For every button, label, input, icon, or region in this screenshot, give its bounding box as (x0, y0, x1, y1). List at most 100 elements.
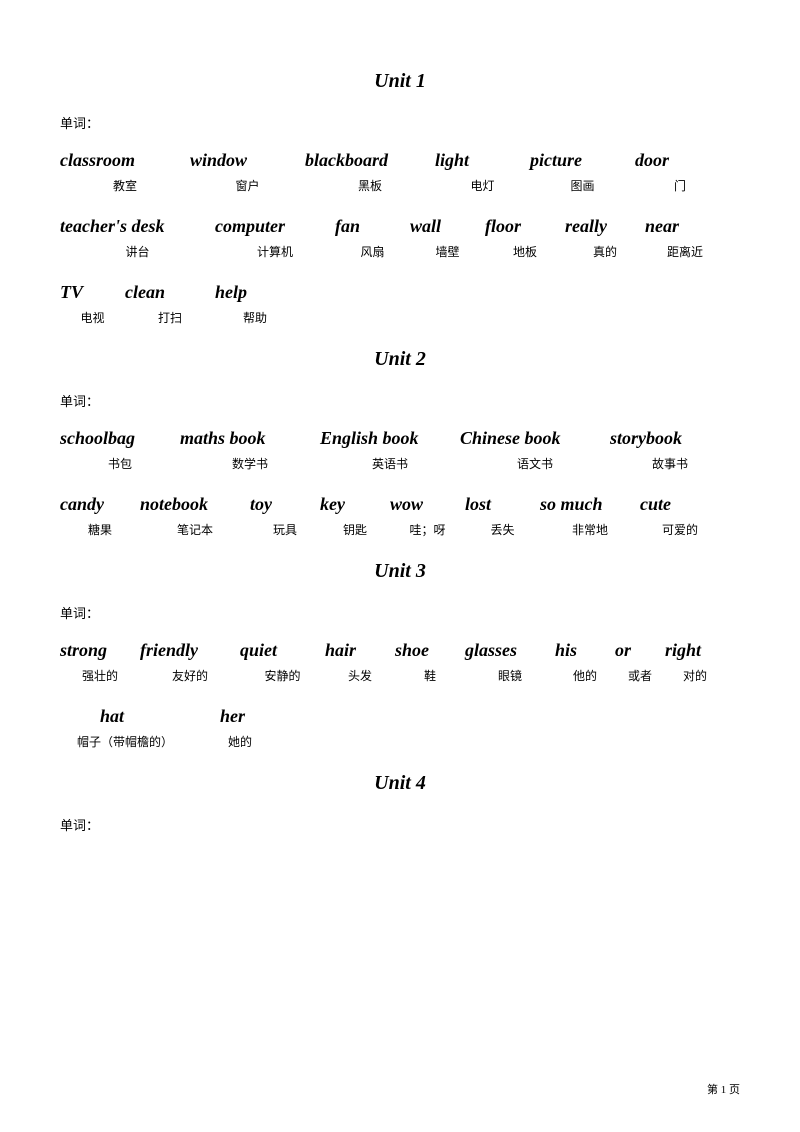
word-row: candynotebooktoykeywowlostso muchcute (60, 494, 740, 515)
vocab-word: TV (60, 282, 125, 303)
vocab-word: toy (250, 494, 320, 515)
vocab-translation: 钥匙 (320, 521, 390, 538)
vocab-translation: 电灯 (435, 177, 530, 194)
vocab-word: glasses (465, 640, 555, 661)
vocab-translation: 丢失 (465, 521, 540, 538)
vocab-word: classroom (60, 150, 190, 171)
vocab-word: friendly (140, 640, 240, 661)
vocab-translation: 教室 (60, 177, 190, 194)
vocab-translation: 窗户 (190, 177, 305, 194)
document-content: Unit 1 单词： classroomwindowblackboardlightp… (60, 70, 740, 834)
word-row: classroomwindowblackboardlightpicturedoo… (60, 150, 740, 171)
vocab-word: hat (60, 706, 190, 727)
vocab-word: blackboard (305, 150, 435, 171)
vocab-word: notebook (140, 494, 250, 515)
vocab-word: teacher's desk (60, 216, 215, 237)
vocab-word: quiet (240, 640, 325, 661)
vocab-word: hair (325, 640, 395, 661)
vocab-word: English book (320, 428, 460, 449)
vocab-word: fan (335, 216, 410, 237)
vocab-word: door (635, 150, 725, 171)
vocab-translation: 电视 (60, 309, 125, 326)
vocab-word: window (190, 150, 305, 171)
word-row: schoolbagmaths bookEnglish bookChinese b… (60, 428, 740, 449)
section-label: 单词： (60, 113, 740, 132)
vocab-translation: 语文书 (460, 455, 610, 472)
word-row: TVcleanhelp (60, 282, 740, 303)
vocab-translation: 距离近 (645, 243, 725, 260)
word-row: teacher's deskcomputerfanwallfloorreally… (60, 216, 740, 237)
vocab-word: strong (60, 640, 140, 661)
vocab-translation: 风扇 (335, 243, 410, 260)
vocab-translation: 计算机 (215, 243, 335, 260)
vocab-translation: 讲台 (60, 243, 215, 260)
translation-row: 讲台计算机风扇墙壁地板真的距离近 (60, 243, 740, 260)
translation-row: 电视打扫帮助 (60, 309, 740, 326)
vocab-translation: 头发 (325, 667, 395, 684)
vocab-word: really (565, 216, 645, 237)
vocab-word: wall (410, 216, 485, 237)
vocab-translation: 安静的 (240, 667, 325, 684)
vocab-translation: 英语书 (320, 455, 460, 472)
vocab-translation: 数学书 (180, 455, 320, 472)
unit-title: Unit 1 (60, 70, 740, 93)
vocab-word: near (645, 216, 725, 237)
vocab-translation: 真的 (565, 243, 645, 260)
vocab-translation: 玩具 (250, 521, 320, 538)
vocab-translation: 笔记本 (140, 521, 250, 538)
word-row: strongfriendlyquiethairshoeglasseshisorr… (60, 640, 740, 661)
section-label: 单词： (60, 391, 740, 410)
vocab-translation: 门 (635, 177, 725, 194)
vocab-translation: 对的 (665, 667, 725, 684)
vocab-translation: 地板 (485, 243, 565, 260)
vocab-word: floor (485, 216, 565, 237)
vocab-word: wow (390, 494, 465, 515)
translation-row: 糖果笔记本玩具钥匙哇；呀丢失非常地可爱的 (60, 521, 740, 538)
section-label: 单词： (60, 603, 740, 622)
vocab-word: Chinese book (460, 428, 610, 449)
vocab-word: so much (540, 494, 640, 515)
unit-title: Unit 3 (60, 560, 740, 583)
vocab-translation: 故事书 (610, 455, 730, 472)
vocab-translation: 友好的 (140, 667, 240, 684)
translation-row: 教室窗户黑板电灯图画门 (60, 177, 740, 194)
vocab-translation: 图画 (530, 177, 635, 194)
vocab-word: key (320, 494, 390, 515)
translation-row: 强壮的友好的安静的头发鞋眼镜他的或者对的 (60, 667, 740, 684)
vocab-translation: 帽子（带帽檐的） (60, 733, 190, 750)
vocab-translation: 鞋 (395, 667, 465, 684)
vocab-translation: 糖果 (60, 521, 140, 538)
vocab-word: maths book (180, 428, 320, 449)
translation-row: 帽子（带帽檐的）她的 (60, 733, 740, 750)
vocab-translation: 可爱的 (640, 521, 720, 538)
vocab-translation: 墙壁 (410, 243, 485, 260)
vocab-translation: 打扫 (125, 309, 215, 326)
unit-title: Unit 2 (60, 348, 740, 371)
word-row: hather (60, 706, 740, 727)
vocab-translation: 或者 (615, 667, 665, 684)
vocab-word: computer (215, 216, 335, 237)
vocab-word: storybook (610, 428, 730, 449)
vocab-translation: 她的 (190, 733, 290, 750)
unit-title: Unit 4 (60, 772, 740, 795)
vocab-translation: 强壮的 (60, 667, 140, 684)
vocab-word: picture (530, 150, 635, 171)
vocab-translation: 帮助 (215, 309, 295, 326)
vocab-translation: 书包 (60, 455, 180, 472)
translation-row: 书包数学书英语书语文书故事书 (60, 455, 740, 472)
section-label: 单词： (60, 815, 740, 834)
vocab-word: his (555, 640, 615, 661)
vocab-translation: 眼镜 (465, 667, 555, 684)
vocab-word: right (665, 640, 725, 661)
vocab-word: clean (125, 282, 215, 303)
page-number: 第 1 页 (707, 1081, 740, 1097)
vocab-word: candy (60, 494, 140, 515)
vocab-word: cute (640, 494, 720, 515)
vocab-translation: 他的 (555, 667, 615, 684)
vocab-word: or (615, 640, 665, 661)
vocab-word: schoolbag (60, 428, 180, 449)
vocab-word: shoe (395, 640, 465, 661)
vocab-translation: 黑板 (305, 177, 435, 194)
vocab-translation: 哇；呀 (390, 521, 465, 538)
vocab-word: her (190, 706, 290, 727)
